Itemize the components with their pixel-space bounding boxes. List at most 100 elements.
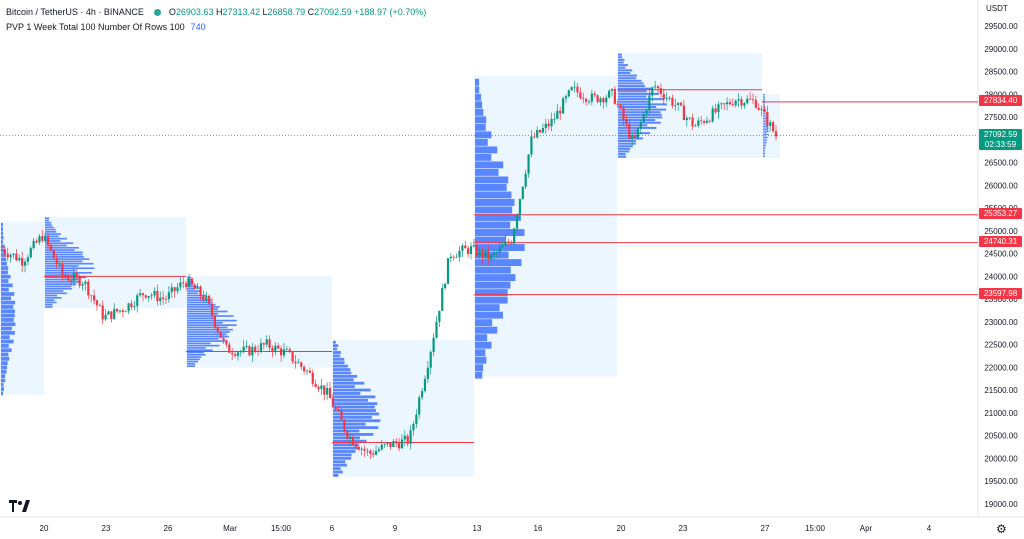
candle-body [556,110,559,119]
symbol-title[interactable]: Bitcoin / TetherUS · 4h · BINANCE [6,7,144,17]
volume-profile-bar [333,422,366,426]
indicator-legend[interactable]: PVP 1 Week Total 100 Number Of Rows 100 7… [6,22,206,32]
candle-body [472,245,475,247]
candle-body [159,297,162,302]
price-tick-label: 28000.00 [984,90,1018,99]
price-tick-label: 24000.00 [984,272,1018,281]
volume-profile-bar [187,356,202,358]
candle-body [510,242,513,244]
candle-body [452,256,455,258]
candle-body [625,119,628,124]
volume-profile-bar [333,354,341,358]
candle-body [0,249,4,250]
volume-profile-bar [763,135,767,137]
candle-body [725,102,729,105]
currency-label[interactable]: USDT [986,4,1008,13]
volume-profile-bar [763,125,769,127]
candle-body [366,450,369,452]
volume-profile-bar [45,283,77,286]
volume-profile-bar [475,356,487,364]
candle-body [210,303,214,316]
volume-profile-bar [763,140,768,142]
price-tick-label: 19500.00 [984,477,1018,486]
candle-body [360,448,363,450]
candle-body [475,245,478,256]
candle-body [41,236,44,241]
volume-profile-bar [1,331,15,335]
candle-body [420,391,424,398]
volume-profile-bar [763,132,767,134]
candle-body [467,248,470,254]
indicator-value: 740 [190,22,206,32]
volume-profile-bar [475,349,486,357]
candle-body [772,122,775,132]
volume-profile-bar [1,352,9,357]
volume-profile-bar [333,426,379,429]
candle-body [15,253,18,261]
candle-body [92,295,96,301]
candle-body [714,108,717,113]
candle-body [636,128,639,138]
volume-profile-bar [333,351,341,354]
candle-body [432,337,435,352]
price-tick-label: 29000.00 [984,45,1018,54]
candle-body [136,295,139,307]
volume-profile-bar [475,259,522,267]
settings-gear-icon[interactable]: ⚙ [996,522,1007,536]
price-tick-label: 29500.00 [984,22,1018,31]
candle-body [67,277,70,281]
candle-body [314,383,317,387]
candle-body [579,92,582,99]
candle-body [259,343,263,352]
volume-profile-bar [763,116,768,118]
candle-body [213,315,217,327]
volume-profile-bar [1,369,7,374]
volume-profile-bar [187,351,204,354]
candle-body [400,439,404,449]
candle-body [389,442,392,448]
volume-profile-bar [763,121,768,123]
volume-profile-bar [618,100,650,103]
candle-body [231,352,234,355]
candle-body [78,276,81,286]
volume-profile-bar [475,296,508,304]
candle-body [150,295,153,297]
volume-profile-bar [763,151,765,153]
candle-body [153,290,156,296]
candle-body [559,110,562,114]
volume-profile-bar [187,308,218,311]
volume-profile-bar [45,299,55,301]
time-tick-label: Mar [223,524,237,533]
candle-body [740,99,743,106]
candle-body [18,257,21,261]
volume-profile-bar [1,296,12,301]
candle-body [222,338,225,341]
volume-profile-bar [475,236,506,244]
candle-body [337,409,340,412]
candle-body [173,287,176,292]
candle-body [734,100,737,106]
volume-profile-bar [187,328,233,331]
candle-body [406,435,409,444]
volume-profile-bar [45,287,73,290]
volume-profile-bar [333,368,351,371]
volume-profile-bar [333,364,348,368]
candle-body [282,349,286,356]
candle-body [110,311,113,319]
volume-profile-bar [45,269,76,272]
volume-profile-bar [475,146,498,154]
volume-profile-bar [475,93,482,101]
tradingview-logo-icon[interactable] [9,500,31,512]
candle-body [438,310,441,322]
candle-body [547,123,550,127]
volume-profile-bar [475,138,488,146]
candle-body [245,346,248,347]
candle-body [346,430,349,439]
volume-profile-bar [475,229,525,236]
volume-profile-box [186,276,332,368]
volume-profile-bar [763,145,766,147]
candle-body [490,254,493,260]
ohlc-values: O26903.63 H27313.42 L26858.79 C27092.59 … [168,7,427,17]
candle-body [256,351,260,353]
